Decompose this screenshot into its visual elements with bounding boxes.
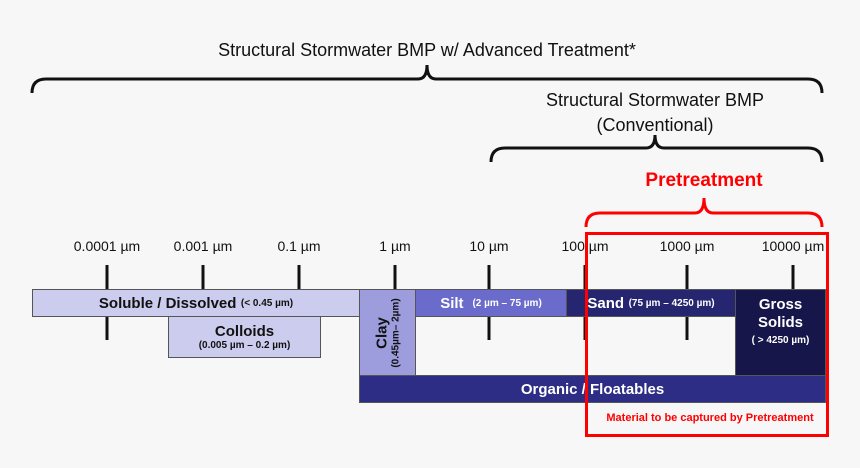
conventional-brace <box>489 134 824 163</box>
pretreatment-label: Pretreatment <box>645 170 763 191</box>
organic-floatables-box: Organic / Floatables <box>359 375 826 403</box>
conventional-label-line1: Structural Stormwater BMP <box>545 90 765 110</box>
soluble-dissolved-box: Soluble / Dissolved (< 0.45 µm) <box>32 289 360 317</box>
clay-name: Clay <box>373 316 391 349</box>
clay-range: (0.45µm– 2µm) <box>390 297 402 368</box>
tick-label: 10 µm <box>469 238 509 254</box>
conventional-label-line2: (Conventional) <box>596 115 714 135</box>
gross-range: ( > 4250 µm) <box>751 335 810 346</box>
tick-label: 10000 µm <box>761 238 825 254</box>
gross-name-line1: Gross <box>758 296 803 313</box>
colloids-name: Colloids <box>214 323 275 340</box>
pretreatment-box <box>585 232 829 437</box>
pretreatment-brace <box>584 197 824 228</box>
colloids-range: (0.005 µm – 0.2 µm) <box>198 340 291 351</box>
colloids-box: Colloids (0.005 µm – 0.2 µm) <box>168 316 321 358</box>
soluble-range: (< 0.45 µm) <box>240 297 294 309</box>
sand-range: (75 µm – 4250 µm) <box>628 297 715 309</box>
soluble-name: Soluble / Dissolved <box>98 294 237 312</box>
advanced-treatment-label: Structural Stormwater BMP w/ Advanced Tr… <box>218 40 636 60</box>
organic-name: Organic / Floatables <box>520 380 665 398</box>
silt-name: Silt <box>440 294 464 312</box>
clay-box: Clay (0.45µm– 2µm) <box>359 289 416 376</box>
advanced-treatment-brace <box>30 64 824 94</box>
tick-label: 0.0001 µm <box>73 238 141 254</box>
silt-range: (2 µm – 75 µm) <box>472 297 542 309</box>
tick-label: 1 µm <box>379 238 411 254</box>
tick-label: 0.001 µm <box>173 238 233 254</box>
tick-label: 1000 µm <box>659 238 715 254</box>
pretreatment-caption: Material to be captured by Pretreatment <box>606 412 814 424</box>
sand-name: Sand <box>587 294 625 312</box>
silt-box: Silt (2 µm – 75 µm) <box>415 289 567 317</box>
sand-box: Sand (75 µm – 4250 µm) <box>566 289 736 317</box>
tick-label: 0.1 µm <box>277 238 321 254</box>
gross-name-line2: Solids <box>757 314 803 331</box>
